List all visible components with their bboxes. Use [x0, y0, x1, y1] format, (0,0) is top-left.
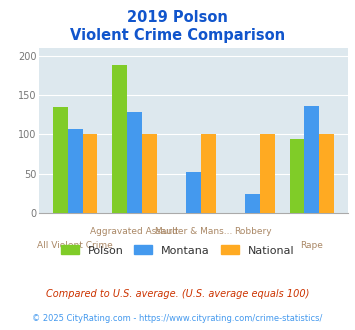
Bar	[260, 134, 275, 213]
Text: © 2025 CityRating.com - https://www.cityrating.com/crime-statistics/: © 2025 CityRating.com - https://www.city…	[32, 314, 323, 323]
Bar	[127, 112, 142, 213]
Bar	[142, 134, 157, 213]
Bar	[186, 172, 201, 213]
Bar	[304, 106, 319, 213]
Text: Murder & Mans...: Murder & Mans...	[155, 227, 232, 236]
Bar	[319, 134, 334, 213]
Bar	[201, 134, 215, 213]
Text: Aggravated Assault: Aggravated Assault	[90, 227, 179, 236]
Bar	[68, 129, 83, 213]
Legend: Polson, Montana, National: Polson, Montana, National	[56, 241, 299, 260]
Text: Rape: Rape	[300, 241, 323, 249]
Bar	[290, 139, 304, 213]
Text: Violent Crime Comparison: Violent Crime Comparison	[70, 28, 285, 43]
Bar	[83, 134, 97, 213]
Text: Robbery: Robbery	[234, 227, 272, 236]
Bar	[245, 194, 260, 213]
Text: Compared to U.S. average. (U.S. average equals 100): Compared to U.S. average. (U.S. average …	[46, 289, 309, 299]
Text: All Violent Crime: All Violent Crime	[37, 241, 113, 249]
Text: 2019 Polson: 2019 Polson	[127, 10, 228, 25]
Bar	[53, 107, 68, 213]
Bar	[112, 65, 127, 213]
